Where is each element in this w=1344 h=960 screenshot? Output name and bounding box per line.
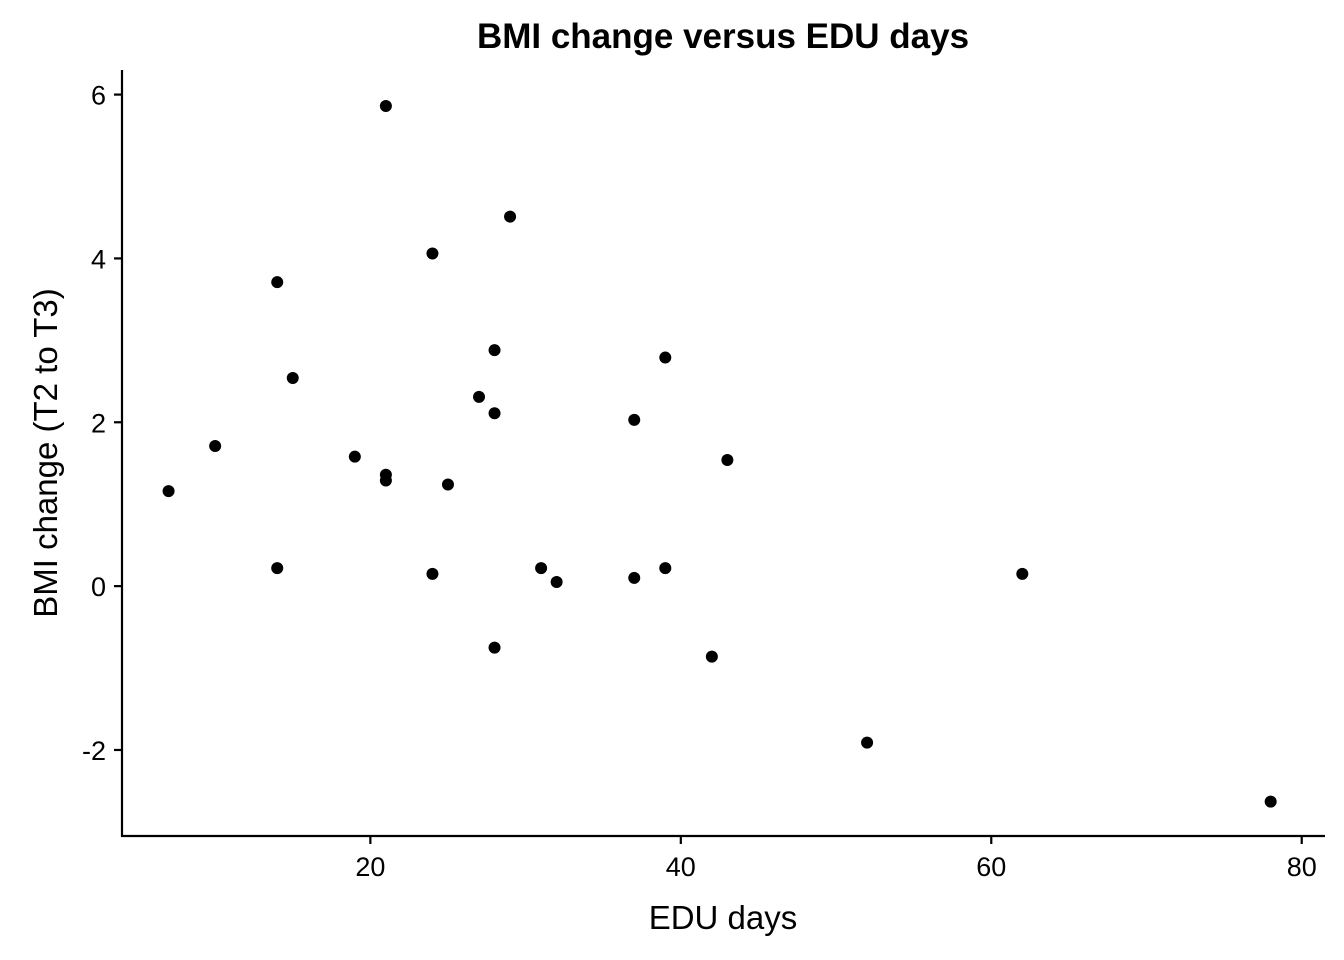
scatter-point xyxy=(286,372,299,385)
scatter-point xyxy=(209,440,222,453)
scatter-point xyxy=(659,351,672,364)
scatter-point xyxy=(705,650,718,663)
x-tick-label: 20 xyxy=(355,852,385,882)
scatter-point xyxy=(550,576,563,589)
scatter-point xyxy=(426,247,439,260)
scatter-point xyxy=(488,344,501,357)
y-tick-label: 2 xyxy=(91,408,106,438)
scatter-point xyxy=(379,474,392,487)
x-tick-label: 60 xyxy=(976,852,1006,882)
x-axis: 20 40 60 80 xyxy=(121,834,1325,882)
y-tick-label: 0 xyxy=(91,572,106,602)
x-tick-label: 80 xyxy=(1287,852,1317,882)
chart-title: BMI change versus EDU days xyxy=(477,17,969,56)
x-tick-label: 40 xyxy=(666,852,696,882)
scatter-point xyxy=(535,562,548,575)
scatter-point xyxy=(379,100,392,113)
scatter-point xyxy=(504,210,517,223)
y-tick-label: 6 xyxy=(91,81,106,111)
scatter-point xyxy=(488,407,501,420)
scatter-point xyxy=(271,562,284,575)
scatter-point xyxy=(628,571,641,584)
y-ticks: -2 0 2 4 6 xyxy=(82,81,122,766)
scatter-point xyxy=(162,485,175,498)
y-tick-label: -2 xyxy=(82,736,106,766)
y-tick-label: 4 xyxy=(91,244,106,274)
scatter-point xyxy=(441,478,454,491)
scatter-point xyxy=(628,413,641,426)
scatter-point xyxy=(348,450,361,463)
y-axis: -2 0 2 4 6 xyxy=(82,70,124,837)
scatter-point xyxy=(271,276,284,289)
x-ticks: 20 40 60 80 xyxy=(355,836,1317,882)
scatter-point xyxy=(1264,795,1277,808)
scatter-point xyxy=(721,453,734,466)
scatter-point xyxy=(1016,567,1029,580)
scatter-point xyxy=(659,562,672,575)
scatter-point xyxy=(473,390,486,403)
y-axis-label: BMI change (T2 to T3) xyxy=(27,288,64,618)
scatter-point xyxy=(488,641,501,654)
points-layer xyxy=(162,100,1277,808)
scatter-point xyxy=(861,736,874,749)
scatter-point xyxy=(426,567,439,580)
x-axis-label: EDU days xyxy=(649,899,798,936)
